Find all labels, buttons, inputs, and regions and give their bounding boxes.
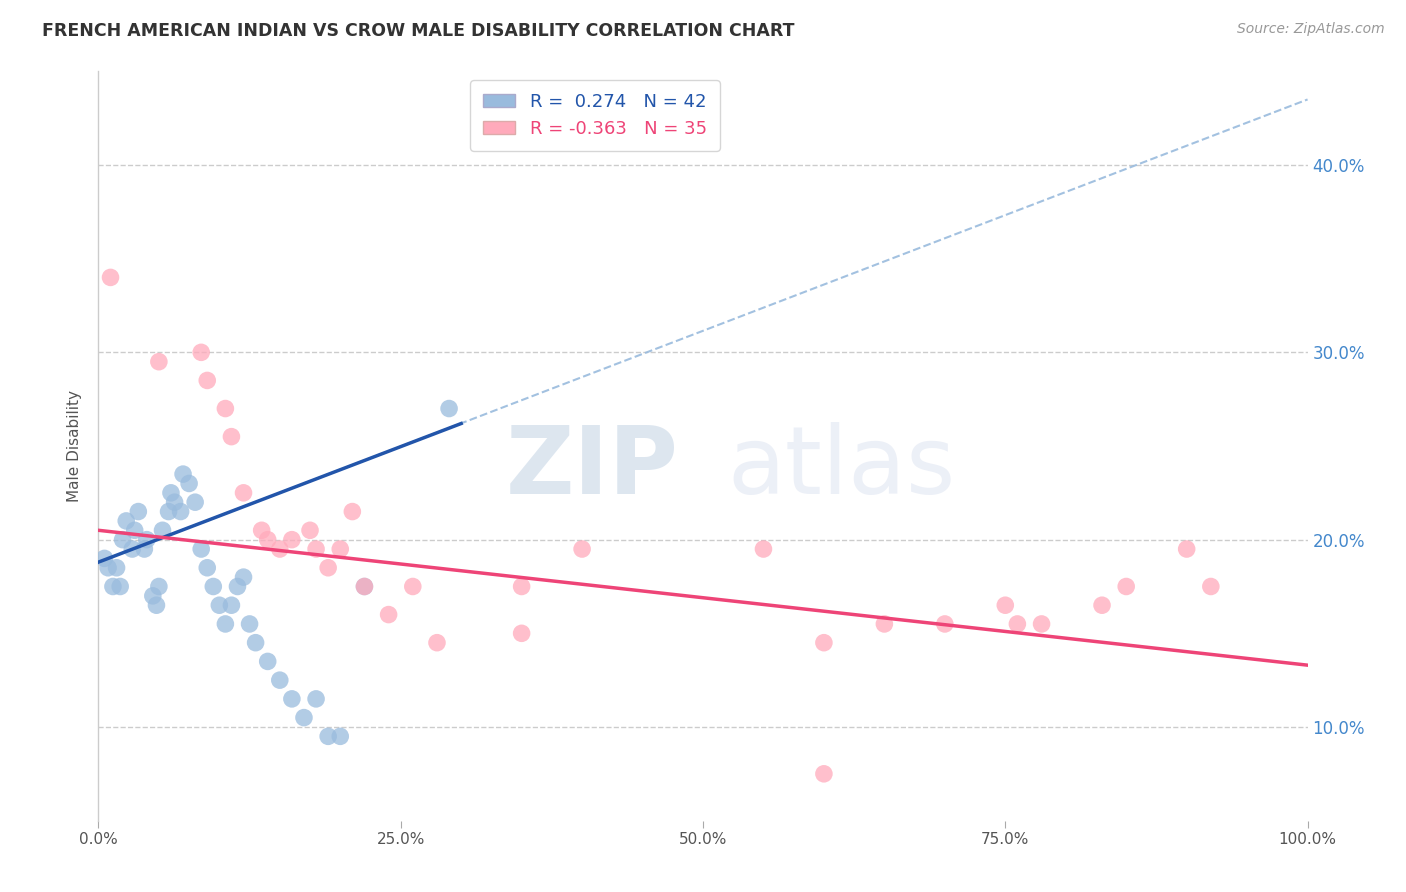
Point [148,355,170,369]
Point [250,524,273,538]
Point [813,635,835,649]
Point [1115,580,1137,594]
Point [305,541,328,557]
Point [1007,617,1029,632]
Point [292,710,315,724]
Point [163,495,186,509]
Point [152,524,174,538]
Point [510,580,533,594]
Point [269,541,291,557]
Point [127,505,149,519]
Point [179,476,201,491]
Point [269,673,291,688]
Point [105,561,128,575]
Point [1091,599,1114,613]
Point [221,599,243,613]
Point [134,541,156,557]
Point [329,541,352,557]
Point [305,692,328,706]
Point [377,607,399,622]
Point [245,635,267,649]
Point [160,485,183,500]
Point [232,485,254,500]
Point [232,570,254,584]
Point [256,533,278,547]
Point [202,580,225,594]
Text: Source: ZipAtlas.com: Source: ZipAtlas.com [1237,22,1385,37]
Point [353,580,375,594]
Point [239,617,262,632]
Point [299,524,322,538]
Point [281,533,304,547]
Point [108,580,131,594]
Point [142,589,165,603]
Point [111,533,134,547]
Text: FRENCH AMERICAN INDIAN VS CROW MALE DISABILITY CORRELATION CHART: FRENCH AMERICAN INDIAN VS CROW MALE DISA… [42,22,794,40]
Y-axis label: Male Disability: Male Disability [67,390,83,502]
Point [934,617,956,632]
Point [1175,541,1198,557]
Point [1199,580,1222,594]
Point [873,617,896,632]
Point [342,505,364,519]
Point [100,270,122,285]
Point [101,580,124,594]
Point [169,505,191,519]
Legend: R =  0.274   N = 42, R = -0.363   N = 35: R = 0.274 N = 42, R = -0.363 N = 35 [470,80,720,151]
Point [214,401,236,416]
Point [994,599,1017,613]
Text: ZIP: ZIP [506,423,679,515]
Point [135,533,157,547]
Point [1031,617,1053,632]
Point [813,767,835,781]
Point [148,580,170,594]
Point [426,635,449,649]
Point [316,561,339,575]
Point [226,580,249,594]
Point [172,467,194,482]
Point [121,541,143,557]
Point [157,505,180,519]
Point [208,599,231,613]
Point [353,580,375,594]
Point [184,495,207,509]
Point [93,551,115,566]
Point [329,730,352,744]
Point [256,655,278,669]
Point [145,599,167,613]
Point [97,561,120,575]
Point [115,514,138,528]
Point [437,401,460,416]
Point [124,524,146,538]
Point [402,580,425,594]
Point [221,430,243,444]
Point [571,541,593,557]
Point [195,374,218,388]
Point [190,345,212,359]
Point [214,617,236,632]
Point [281,692,304,706]
Point [190,541,212,557]
Point [510,626,533,640]
Point [195,561,218,575]
Point [752,541,775,557]
Text: atlas: atlas [727,423,956,515]
Point [316,730,339,744]
